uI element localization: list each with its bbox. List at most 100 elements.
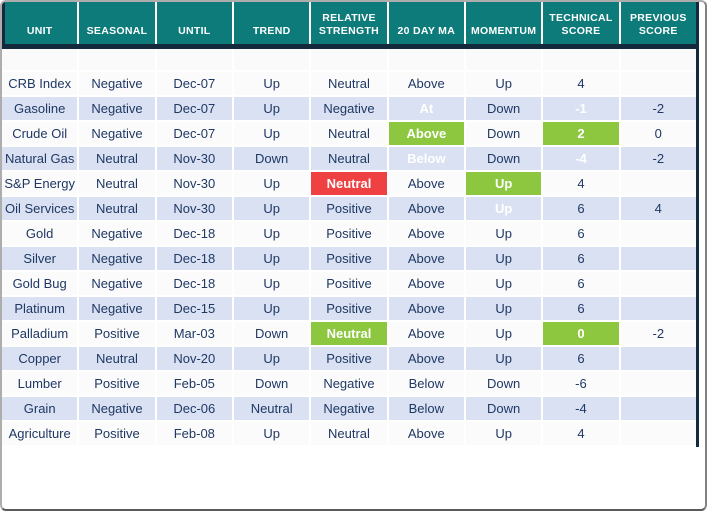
cell-unit: Grain (2, 397, 78, 420)
spacer-cell (2, 49, 78, 70)
table-row: Crude Oil Negative Dec-07 Up Neutral Above Dow… (2, 122, 696, 145)
cell-trend: Up (233, 197, 310, 220)
spacer-cell (388, 49, 464, 70)
cell-previous-score (620, 247, 696, 270)
cell-previous-score (620, 372, 696, 395)
cell-previous-score (620, 172, 696, 195)
cell-technical-score: 4 (543, 172, 619, 195)
table-row: Agriculture Positive Feb-08 Up Neutral Above U… (2, 422, 696, 445)
cell-unit: Platinum (2, 297, 78, 320)
cell-momentum: Up (465, 272, 542, 295)
cell-momentum: Down (465, 97, 542, 120)
cell-seasonal: Negative (79, 272, 155, 295)
cell-trend: Down (233, 147, 310, 170)
cell-until: Nov-30 (156, 197, 232, 220)
table-row: CRB Index Negative Dec-07 Up Neutral Above Up 4 (2, 72, 696, 95)
cell-unit: Copper (2, 347, 78, 370)
cell-previous-score (620, 347, 696, 370)
spacer-cell (543, 49, 619, 70)
cell-momentum: Down (465, 397, 542, 420)
cell-technical-score: -6 (543, 372, 619, 395)
cell-unit: Natural Gas (2, 147, 78, 170)
cell-relative-strength: Positive (311, 197, 387, 220)
cell-momentum: Up (465, 172, 542, 195)
spacer-cell (311, 49, 387, 70)
cell-momentum: Down (465, 147, 542, 170)
cell-ma20: Above (388, 297, 464, 320)
cell-until: Dec-06 (156, 397, 232, 420)
cell-relative-strength: Neutral (311, 422, 387, 445)
cell-ma20: Below (388, 147, 464, 170)
cell-ma20: Above (388, 272, 464, 295)
spacer-cell (79, 49, 155, 70)
cell-trend: Up (233, 272, 310, 295)
cell-until: Dec-18 (156, 272, 232, 295)
cell-ma20: Above (388, 122, 464, 145)
cell-previous-score: -2 (620, 147, 696, 170)
cell-seasonal: Negative (79, 297, 155, 320)
cell-technical-score: 0 (543, 322, 619, 345)
cell-seasonal: Negative (79, 222, 155, 245)
column-header-trend: TREND (233, 2, 310, 44)
cell-momentum: Up (465, 297, 542, 320)
header-left-border (2, 2, 5, 49)
cell-previous-score: 4 (620, 197, 696, 220)
cell-until: Mar-03 (156, 322, 232, 345)
column-header-unit: UNIT (2, 2, 78, 44)
cell-ma20: Above (388, 197, 464, 220)
cell-trend: Up (233, 347, 310, 370)
cell-until: Feb-05 (156, 372, 232, 395)
cell-unit: Agriculture (2, 422, 78, 445)
cell-relative-strength: Neutral (311, 72, 387, 95)
cell-trend: Up (233, 297, 310, 320)
cell-seasonal: Positive (79, 422, 155, 445)
cell-until: Feb-08 (156, 422, 232, 445)
cell-seasonal: Negative (79, 122, 155, 145)
cell-ma20: Above (388, 222, 464, 245)
column-header-relative-strength: RELATIVE STRENGTH (311, 2, 387, 44)
cell-momentum: Down (465, 122, 542, 145)
cell-ma20: Above (388, 347, 464, 370)
cell-previous-score: -2 (620, 322, 696, 345)
cell-seasonal: Negative (79, 97, 155, 120)
cell-technical-score: 6 (543, 222, 619, 245)
cell-until: Dec-07 (156, 72, 232, 95)
table-row: Palladium Positive Mar-03 Down Neutral Above U… (2, 322, 696, 345)
cell-ma20: Above (388, 72, 464, 95)
cell-relative-strength: Positive (311, 247, 387, 270)
table-row: Platinum Negative Dec-15 Up Positive Above Up 6 (2, 297, 696, 320)
cell-trend: Up (233, 122, 310, 145)
cell-momentum: Up (465, 322, 542, 345)
cell-relative-strength: Positive (311, 297, 387, 320)
cell-seasonal: Negative (79, 397, 155, 420)
spacer-cell (465, 49, 542, 70)
cell-relative-strength: Positive (311, 272, 387, 295)
table-row: Gold Negative Dec-18 Up Positive Above Up 6 (2, 222, 696, 245)
cell-seasonal: Neutral (79, 347, 155, 370)
column-header-until: UNTIL (156, 2, 232, 44)
cell-previous-score: 0 (620, 122, 696, 145)
cell-until: Nov-30 (156, 172, 232, 195)
cell-trend: Up (233, 247, 310, 270)
cell-technical-score: 6 (543, 297, 619, 320)
cell-unit: Gold Bug (2, 272, 78, 295)
column-header-previous-score: PREVIOUS SCORE (620, 2, 696, 44)
cell-until: Dec-18 (156, 222, 232, 245)
cell-technical-score: 4 (543, 72, 619, 95)
cell-ma20: Above (388, 247, 464, 270)
cell-technical-score: 6 (543, 197, 619, 220)
cell-previous-score: -2 (620, 97, 696, 120)
cell-momentum: Up (465, 347, 542, 370)
cell-relative-strength: Negative (311, 397, 387, 420)
cell-until: Nov-30 (156, 147, 232, 170)
cell-seasonal: Neutral (79, 172, 155, 195)
cell-momentum: Up (465, 72, 542, 95)
cell-seasonal: Neutral (79, 197, 155, 220)
cell-ma20: Above (388, 422, 464, 445)
cell-unit: Gasoline (2, 97, 78, 120)
cell-unit: Crude Oil (2, 122, 78, 145)
cell-unit: S&P Energy (2, 172, 78, 195)
cell-trend: Up (233, 222, 310, 245)
cell-unit: Oil Services (2, 197, 78, 220)
cell-previous-score (620, 222, 696, 245)
